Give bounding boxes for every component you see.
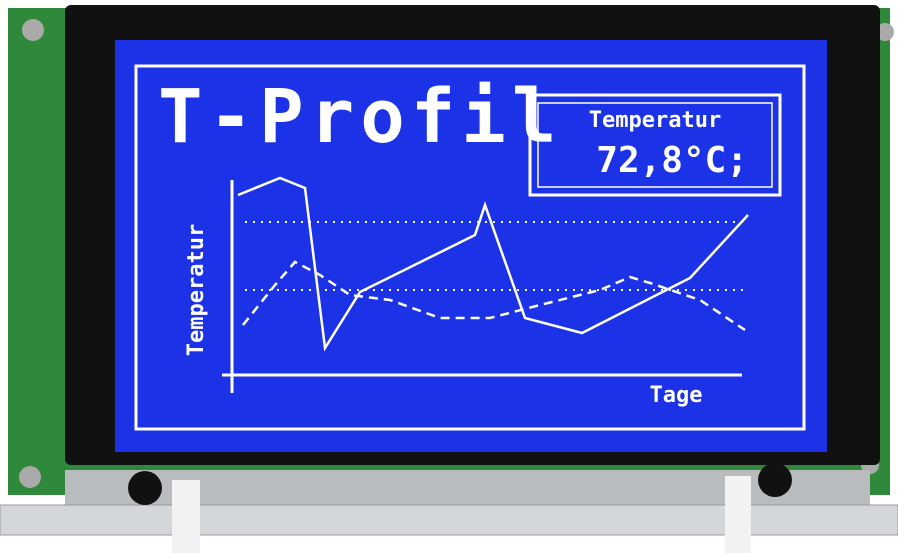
strap [725,476,751,553]
x-axis-label: Tage [650,383,703,408]
title: T-Profil [158,74,562,160]
knob [758,463,792,497]
readout-value: 72,8°C; [596,140,748,181]
strap [172,480,200,553]
lcd-photo: T-Profil Temperatur 72,8°C; Temperatur T… [0,0,898,553]
knob [128,471,162,505]
readout-label: Temperatur [589,108,721,133]
rod [0,505,898,535]
screw [22,19,44,41]
screw [19,466,41,488]
y-axis-label: Temperatur [184,224,209,356]
